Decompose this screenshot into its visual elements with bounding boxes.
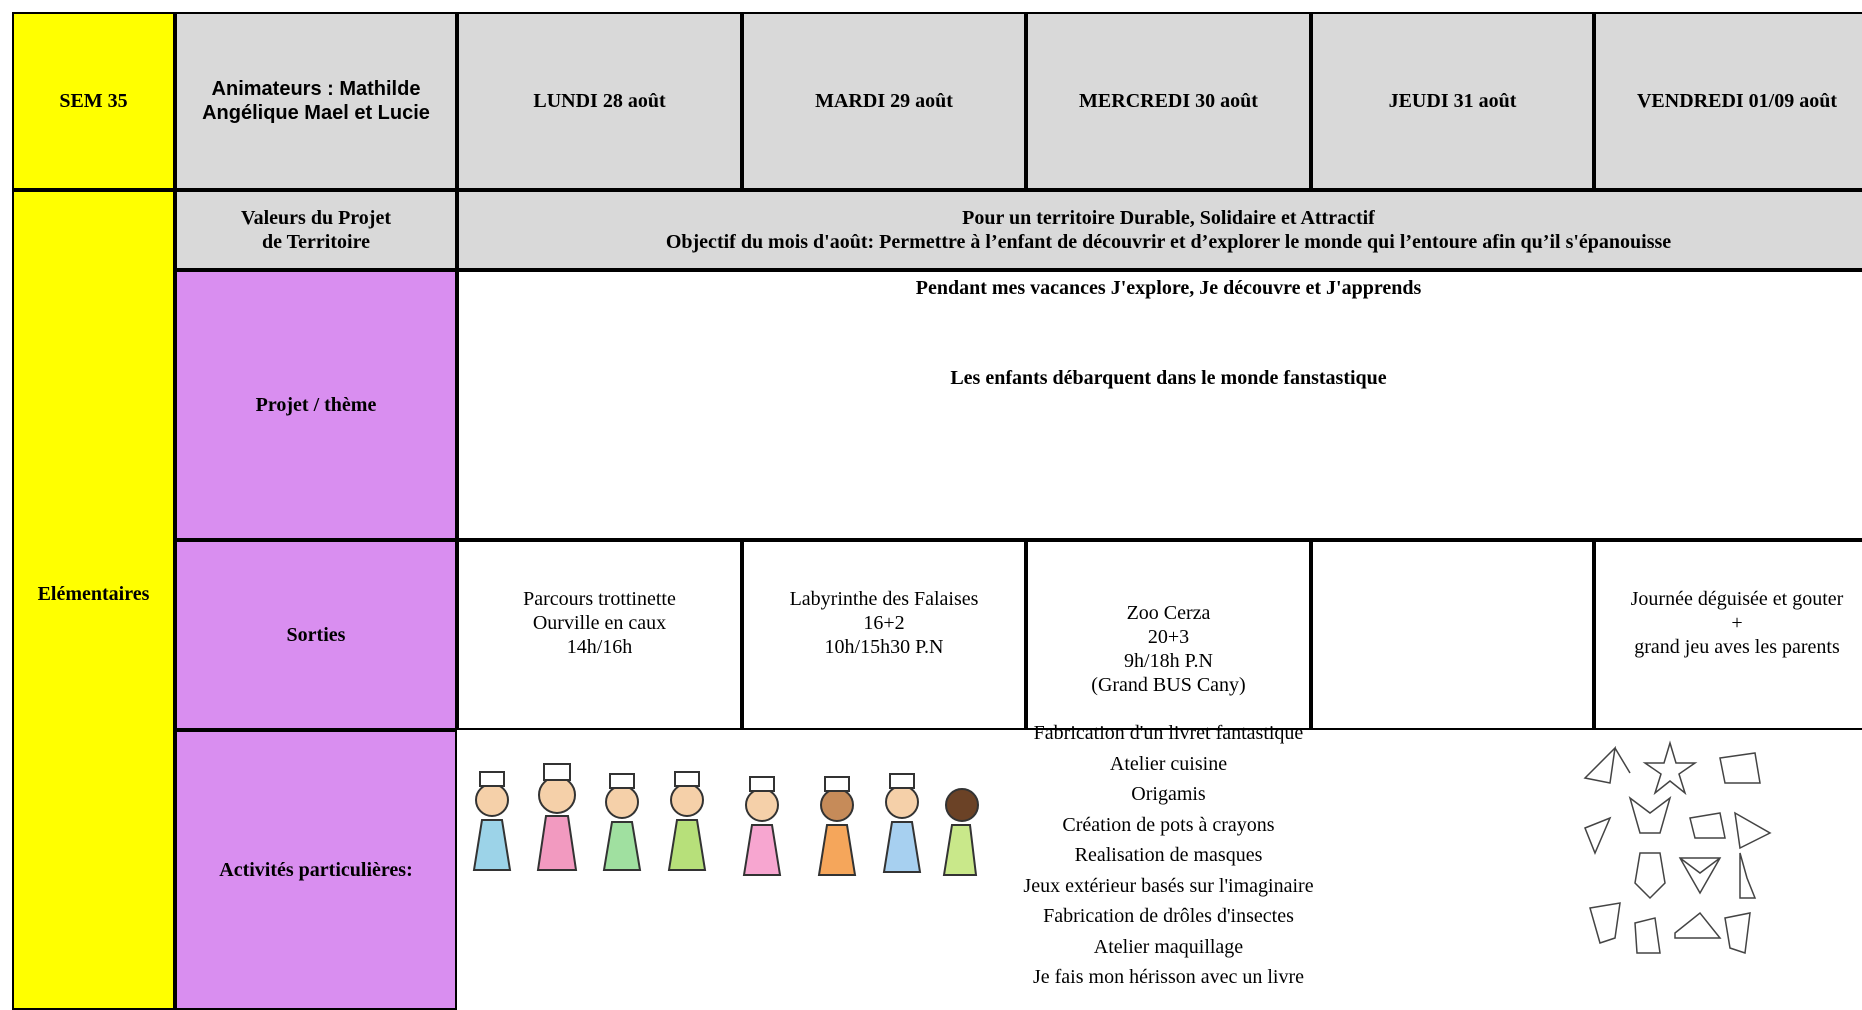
project-content: Pendant mes vacances J'explore, Je décou… (457, 270, 1862, 540)
day-label: VENDREDI 01/09 août (1636, 90, 1838, 112)
project-label-cell: Projet / thème (175, 270, 457, 540)
outing-line: 10h/15h30 P.N (824, 636, 944, 658)
project-line: Pendant mes vacances J'explore, Je décou… (915, 277, 1422, 299)
animators-text: Angélique Mael et Lucie (202, 102, 430, 124)
day-label: MERCREDI 30 août (1079, 90, 1258, 112)
activity-item: Création de pots à crayons (1062, 813, 1275, 836)
day-label: MARDI 29 août (815, 90, 953, 112)
outings-label-cell: Sorties (175, 540, 457, 730)
outing-cell (1311, 540, 1594, 730)
values-line: Pour un territoire Durable, Solidaire et… (962, 207, 1375, 229)
day-header: LUNDI 28 août (457, 12, 742, 190)
day-header: MERCREDI 30 août (1026, 12, 1311, 190)
row-label: Projet / thème (255, 394, 377, 416)
activities-label-cell: Activités particulières: (175, 730, 457, 1010)
activity-item: Realisation de masques (1074, 844, 1263, 866)
row-label: Valeurs du Projet (241, 207, 391, 229)
activity-item: Atelier maquillage (1093, 935, 1244, 958)
cooks-illustration (472, 763, 979, 876)
day-header: VENDREDI 01/09 août (1594, 12, 1862, 190)
values-line: Objectif du mois d'août: Permettre à l’e… (665, 231, 1672, 253)
day-header: MARDI 29 août (742, 12, 1026, 190)
outing-line: Parcours trottinette (523, 588, 676, 610)
week-cell: SEM 35 (12, 12, 175, 190)
animators-cell: Animateurs : Mathilde Angélique Mael et L… (175, 12, 457, 190)
outing-line: (Grand BUS Cany) (1091, 674, 1246, 696)
activity-item: Fabrication d'un livret fantastique (1033, 722, 1304, 744)
origami-illustration (1583, 740, 1772, 955)
values-label-cell: Valeurs du Projet de Territoire (175, 190, 457, 270)
outing-line: 9h/18h P.N (1124, 650, 1213, 672)
outing-line: Journée déguisée et gouter (1630, 588, 1844, 610)
activity-item: Je fais mon hérisson avec un livre (1032, 966, 1305, 988)
activity-item: Jeux extérieur basés sur l'imaginaire (1023, 874, 1314, 897)
row-label: Sorties (286, 624, 346, 646)
side-cell: Elémentaires (12, 190, 175, 1010)
outing-line: Zoo Cerza (1126, 602, 1211, 624)
outing-cell: Labyrinthe des Falaises 16+2 10h/15h30 P.N (742, 540, 1026, 730)
activities-content: Fabrication d'un livret fantastique Ateli… (457, 718, 1862, 998)
outing-line: + (1731, 612, 1743, 634)
activity-item: Fabrication de drôles d'insectes (1043, 905, 1294, 927)
row-label: de Territoire (262, 231, 370, 253)
side-label: Elémentaires (37, 583, 150, 605)
day-label: JEUDI 31 août (1388, 90, 1517, 112)
activity-item: Origamis (1131, 783, 1206, 805)
values-content: Pour un territoire Durable, Solidaire et… (457, 190, 1862, 270)
outing-line: 14h/16h (566, 636, 633, 658)
outing-line: grand jeu aves les parents (1634, 636, 1840, 658)
outing-cell: Zoo Cerza 20+3 9h/18h P.N (Grand BUS Cany) (1026, 540, 1311, 730)
week-label: SEM 35 (59, 90, 128, 112)
outing-line: 16+2 (863, 612, 905, 634)
outing-cell: Parcours trottinette Ourville en caux 14h/… (457, 540, 742, 730)
day-header: JEUDI 31 août (1311, 12, 1594, 190)
day-label: LUNDI 28 août (533, 90, 666, 112)
animators-text: Animateurs : Mathilde (211, 78, 421, 100)
outing-line: Ourville en caux (532, 612, 667, 634)
row-label: Activités particulières: (219, 859, 413, 881)
outing-line: Labyrinthe des Falaises (789, 588, 979, 610)
outing-cell: Journée déguisée et gouter + grand jeu ave… (1594, 540, 1862, 730)
project-line: Les enfants débarquent dans le monde fan… (950, 367, 1387, 389)
activity-item: Atelier cuisine (1109, 752, 1228, 775)
outing-line: 20+3 (1147, 626, 1190, 648)
